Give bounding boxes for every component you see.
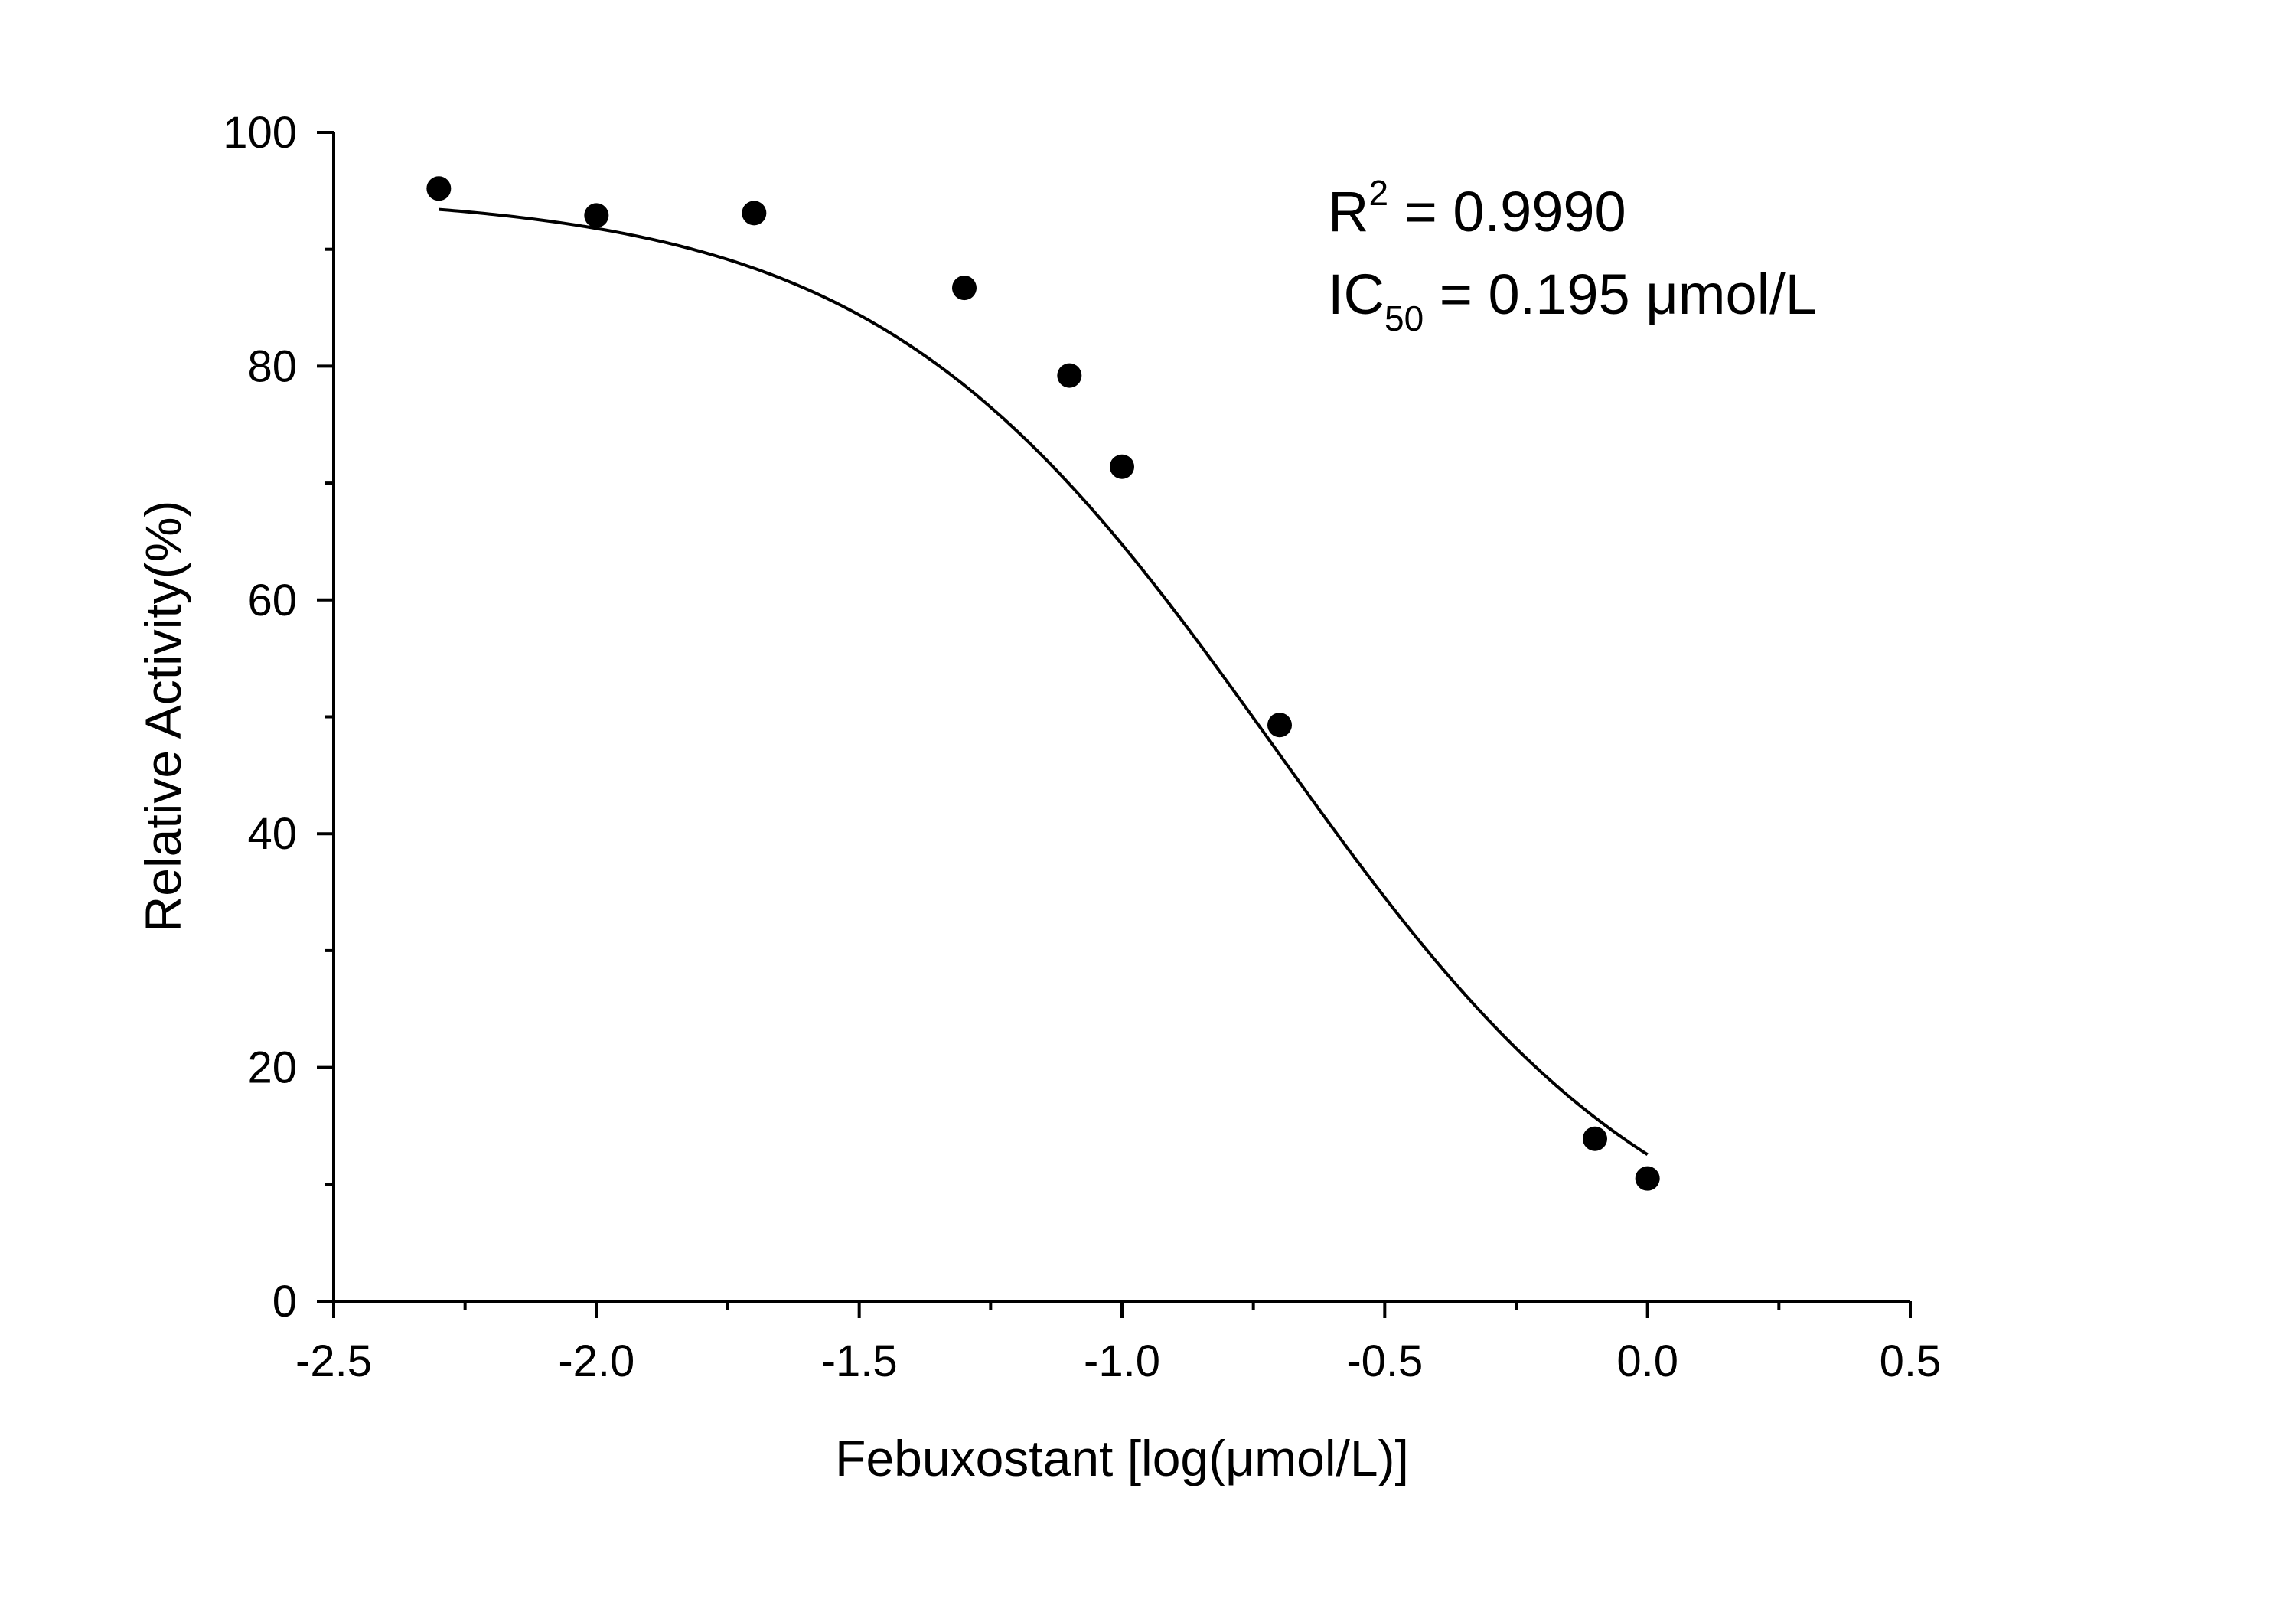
r-squared-annotation: R2 = 0.9990 xyxy=(1328,173,1626,243)
r-squared-value: = 0.9990 xyxy=(1388,180,1626,243)
ic50-annotation: IC50 = 0.195 μmol/L xyxy=(1328,263,1817,338)
data-point xyxy=(1583,1126,1607,1151)
x-tick-label: -1.0 xyxy=(1084,1336,1160,1386)
x-axis-title: Febuxostant [log(μmol/L)] xyxy=(835,1430,1409,1486)
x-tick-label: -2.5 xyxy=(295,1336,372,1386)
y-tick-label: 40 xyxy=(247,809,297,859)
y-ticks xyxy=(317,131,334,1303)
x-tick-label: -0.5 xyxy=(1346,1336,1423,1386)
data-point xyxy=(584,203,609,228)
data-point xyxy=(1110,454,1134,479)
y-tick-label: 20 xyxy=(247,1043,297,1093)
y-tick-label: 80 xyxy=(247,341,297,391)
x-tick-label: 0.5 xyxy=(1880,1336,1942,1386)
data-point xyxy=(1057,363,1082,388)
y-tick-labels: 0 20 40 60 80 100 xyxy=(223,108,297,1326)
data-point xyxy=(1635,1166,1660,1191)
y-tick-label: 100 xyxy=(223,108,297,158)
data-point xyxy=(952,276,977,301)
x-tick-label: -1.5 xyxy=(821,1336,898,1386)
ic50-label: IC xyxy=(1328,263,1384,326)
ic50-subscript: 50 xyxy=(1384,299,1424,338)
data-point xyxy=(1267,713,1292,738)
data-point xyxy=(426,176,452,201)
y-tick-label: 60 xyxy=(247,576,297,625)
x-tick-label: -2.0 xyxy=(558,1336,634,1386)
ic50-value: = 0.195 μmol/L xyxy=(1424,263,1817,326)
y-axis-title: Relative Activity(%) xyxy=(135,501,191,933)
fit-curve xyxy=(439,207,1649,1157)
annotations: R2 = 0.9990 IC50 = 0.195 μmol/L xyxy=(1328,173,1817,338)
r-squared-superscript: 2 xyxy=(1368,173,1388,213)
data-points xyxy=(426,176,1660,1191)
x-ticks xyxy=(332,1301,1912,1318)
x-tick-label: 0.0 xyxy=(1616,1336,1678,1386)
r-squared-label: R xyxy=(1328,180,1368,243)
x-tick-labels: -2.5 -2.0 -1.5 -1.0 -0.5 0.0 0.5 xyxy=(295,1336,1941,1386)
data-point xyxy=(742,201,767,226)
y-tick-label: 0 xyxy=(272,1277,297,1326)
